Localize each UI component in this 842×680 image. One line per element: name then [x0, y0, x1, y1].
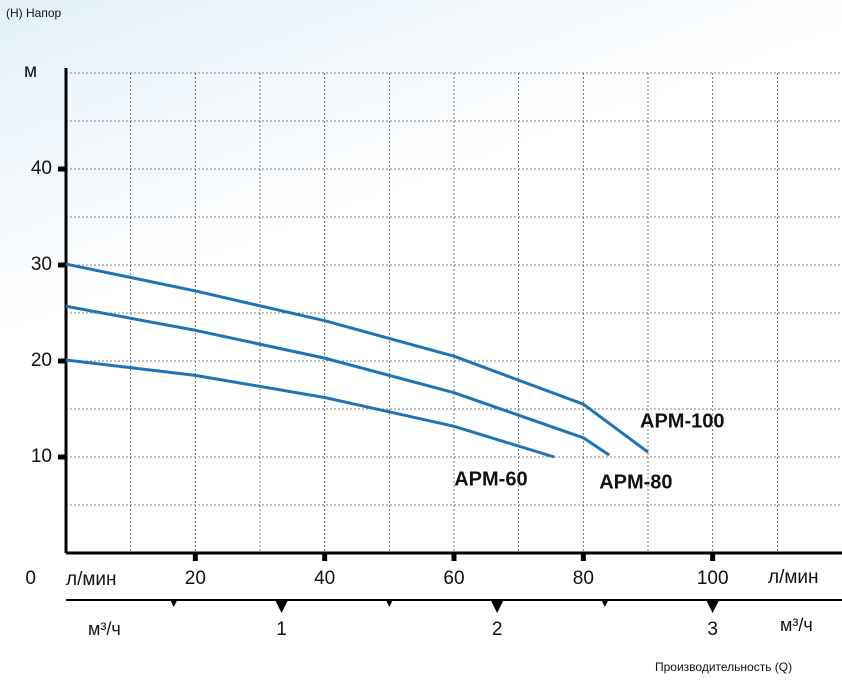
y-tick-label: 40 [31, 158, 52, 179]
series-line [65, 358, 555, 459]
x-tick-label: 20 [185, 568, 206, 589]
x2-minor-tick [170, 601, 177, 607]
series-label: APM-100 [640, 410, 724, 432]
x-axis-label-right: л/мин [768, 567, 819, 588]
y-tick-label: 30 [31, 254, 52, 275]
x-tick [451, 553, 457, 561]
series-line [65, 304, 611, 457]
x-tick [192, 553, 198, 561]
x-tick-label: 40 [314, 568, 335, 589]
x2-tick-label: 1 [276, 619, 287, 640]
x2-minor-tick [386, 601, 393, 607]
series-label: APM-80 [599, 471, 672, 493]
y-tick [58, 262, 66, 268]
x2-tick-label: 3 [707, 619, 718, 640]
x2-axis-label-right: м³/ч [780, 615, 813, 635]
y-tick [58, 454, 66, 460]
y-tick-label: 10 [31, 446, 52, 467]
x-tick-label: 80 [573, 568, 594, 589]
x-tick-label: 100 [697, 568, 729, 589]
y-tick-label: 20 [31, 350, 52, 371]
x-tick [580, 553, 586, 561]
y-tick [58, 166, 66, 172]
x-tick [322, 553, 328, 561]
x2-tick [491, 601, 504, 613]
x2-minor-tick [601, 601, 608, 607]
series-line [65, 262, 649, 454]
y-tick [58, 358, 66, 364]
x-axis-label: л/мин [66, 569, 117, 590]
x2-axis-label: м³/ч [88, 619, 121, 639]
footer: Производительность (Q) [655, 660, 792, 674]
x2-tick [706, 601, 719, 613]
x-tick-label: 60 [443, 568, 464, 589]
x2-tick-label: 2 [492, 619, 503, 640]
x2-tick [275, 601, 288, 613]
series-label: APM-60 [454, 468, 527, 490]
y-axis-label: м [24, 61, 37, 82]
chart-title: (H) Напор [6, 6, 62, 20]
x-tick [710, 553, 716, 561]
y-tick-label: 0 [25, 568, 36, 589]
